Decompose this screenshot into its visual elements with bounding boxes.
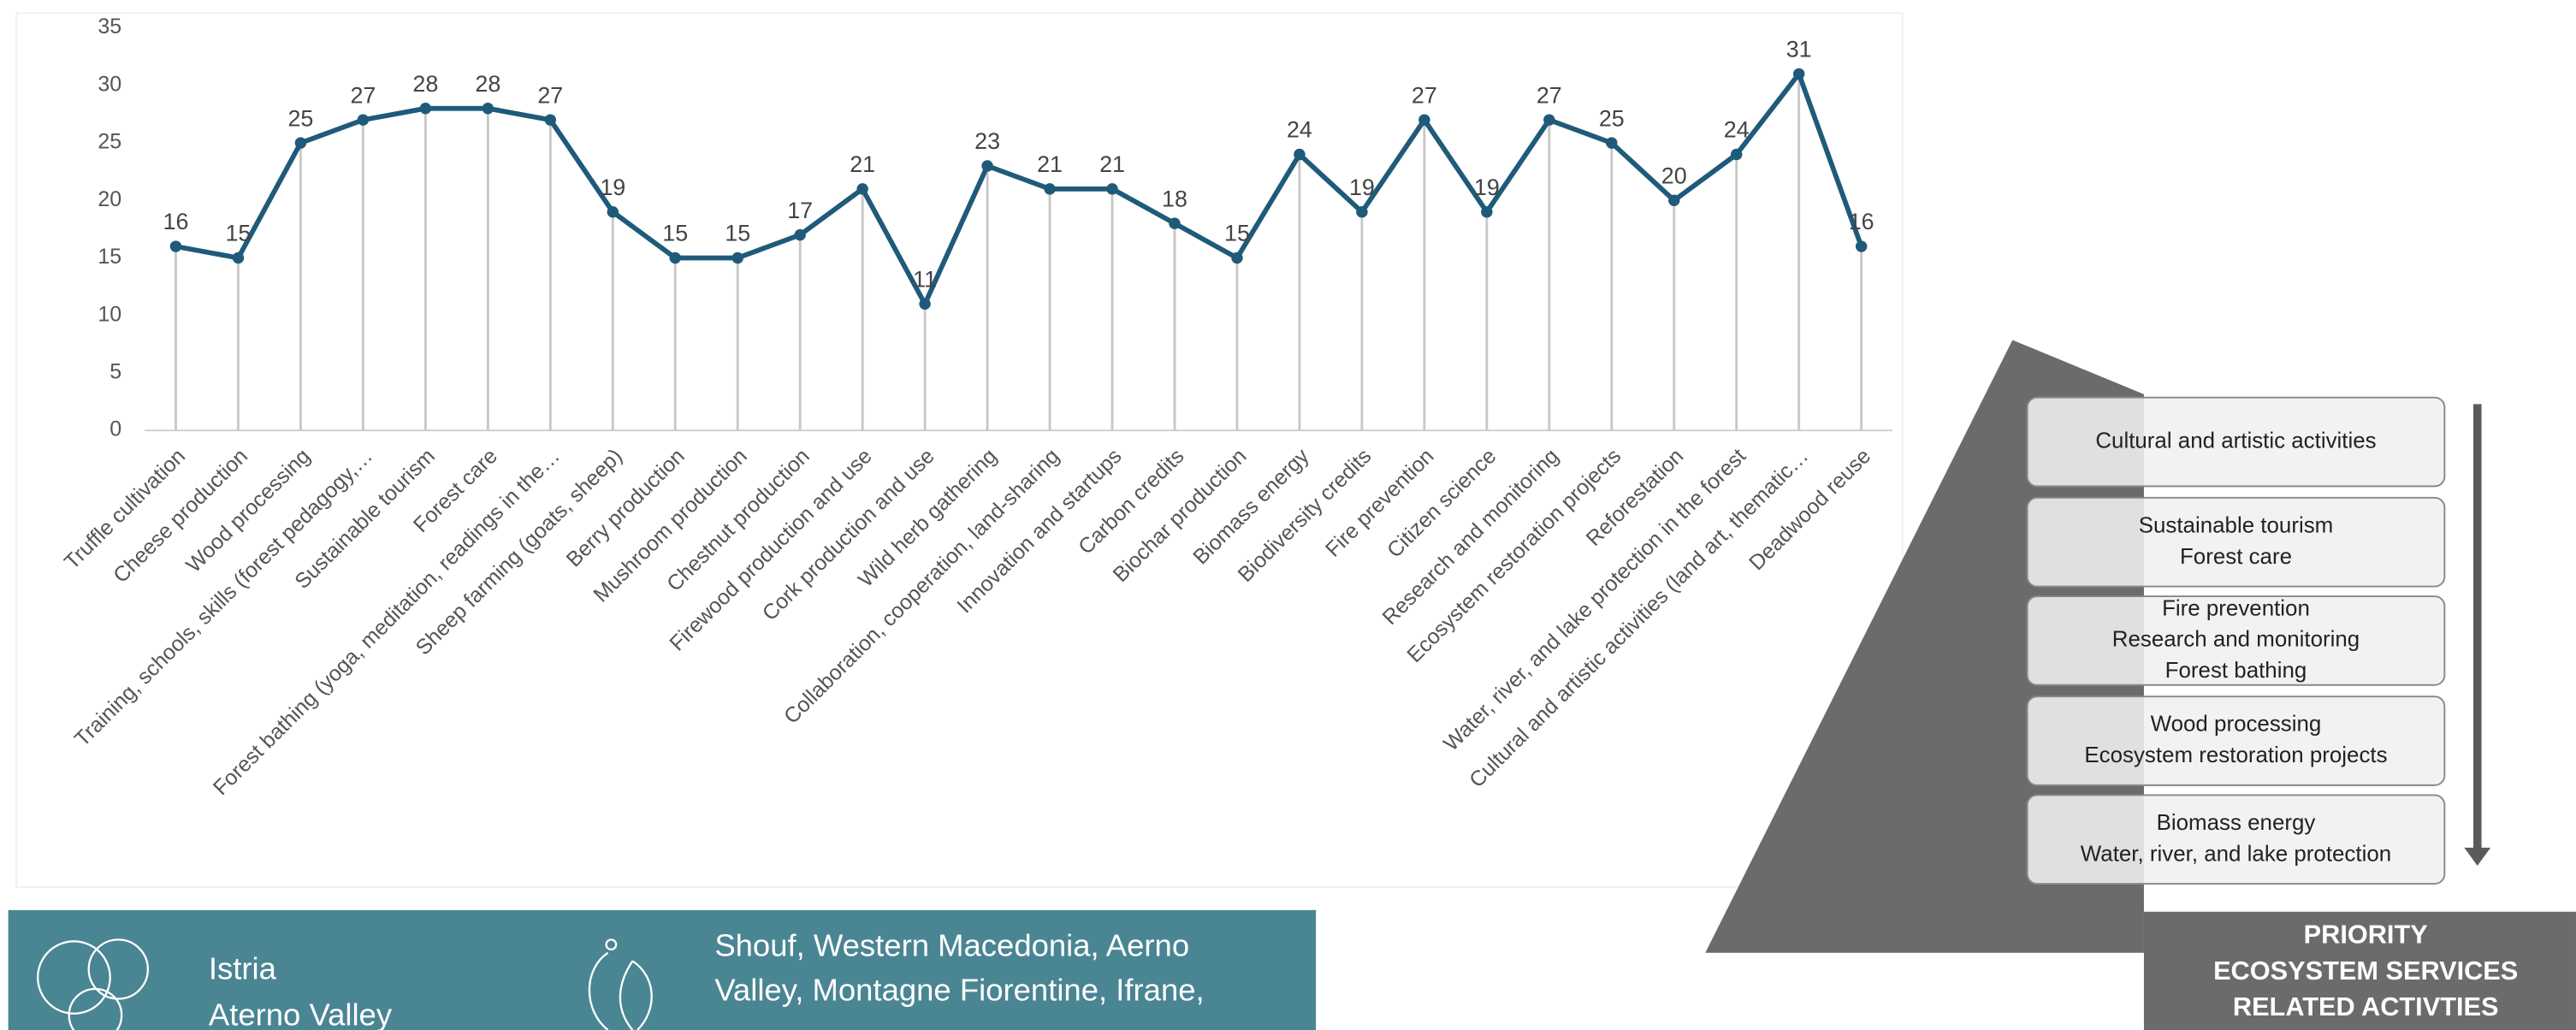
pyramid-label: Forest care <box>2180 545 2292 569</box>
data-point <box>1481 206 1492 217</box>
data-label: 21 <box>1037 151 1063 177</box>
data-label: 19 <box>600 175 625 200</box>
data-label: 18 <box>1162 186 1187 211</box>
y-tick-label: 15 <box>98 245 121 269</box>
data-label: 20 <box>1661 163 1687 188</box>
pyramid-label: Sustainable tourism <box>2139 513 2334 537</box>
data-point <box>1356 206 1367 217</box>
data-point <box>981 160 992 171</box>
data-label: 17 <box>787 198 813 223</box>
pyramid-box <box>2028 696 2445 785</box>
caption-label: ECOSYSTEM SERVICES <box>2213 956 2518 986</box>
data-label: 19 <box>1349 175 1375 200</box>
data-point <box>607 206 619 217</box>
pyramid-label: Fire prevention <box>2162 596 2310 620</box>
data-label: 21 <box>850 151 875 177</box>
data-label: 15 <box>725 221 750 246</box>
data-label: 24 <box>1287 117 1312 143</box>
data-label: 15 <box>662 221 688 246</box>
data-point <box>670 252 681 263</box>
pyramid-label: Forest bathing <box>2165 659 2307 683</box>
data-point <box>1169 217 1180 228</box>
data-point <box>1106 183 1117 194</box>
data-label: 24 <box>1724 117 1750 143</box>
data-label: 25 <box>1599 105 1625 131</box>
pyramid-label: Water, river, and lake protection <box>2081 842 2391 866</box>
data-label: 15 <box>226 221 252 246</box>
data-label: 11 <box>913 266 937 292</box>
data-label: 27 <box>537 82 563 108</box>
data-point <box>545 114 556 125</box>
data-point <box>1731 149 1742 160</box>
y-tick-label: 25 <box>98 130 121 154</box>
data-label: 27 <box>1412 82 1437 108</box>
banner-left-text: Aterno Valley <box>209 997 393 1030</box>
data-label: 25 <box>287 105 313 131</box>
data-point <box>420 103 431 114</box>
data-point <box>170 240 181 252</box>
caption-label: RELATED ACTIVTIES <box>2233 992 2499 1021</box>
data-point <box>233 252 244 263</box>
data-point <box>295 137 306 148</box>
pyramid-label: Ecosystem restoration projects <box>2084 743 2387 767</box>
data-point <box>731 252 743 263</box>
data-point <box>1418 114 1430 125</box>
caption-label: PRIORITY <box>2304 920 2428 950</box>
page: {"chart_data": {"type": "line", "categor… <box>0 0 2576 1030</box>
canvas: 0 5 10 15 20 25 30 35 16 15 25 27 28 28 27 19 15 15 17 21 11… <box>0 0 2576 1030</box>
y-tick-label: 10 <box>98 302 121 326</box>
data-label: 31 <box>1786 37 1812 62</box>
pyramid-label: Biomass energy <box>2157 811 2316 835</box>
priority-arrowhead <box>2464 848 2490 866</box>
data-label: 21 <box>1099 151 1125 177</box>
data-label: 27 <box>350 82 376 108</box>
data-label: 16 <box>163 209 189 234</box>
data-label: 23 <box>974 128 1000 154</box>
data-label: 15 <box>1224 221 1250 246</box>
data-point <box>1294 149 1305 160</box>
y-tick-label: 30 <box>98 72 121 96</box>
data-point <box>1044 183 1055 194</box>
data-label: 28 <box>412 71 438 97</box>
y-tick-label: 20 <box>98 187 121 211</box>
data-point <box>1856 240 1867 252</box>
data-point <box>483 103 494 114</box>
data-point <box>919 299 930 310</box>
data-point <box>794 229 805 240</box>
data-point <box>1543 114 1554 125</box>
y-tick-label: 0 <box>110 417 121 441</box>
data-point <box>1793 68 1804 80</box>
pyramid-label: Wood processing <box>2151 713 2322 737</box>
y-tick-label: 35 <box>98 15 121 38</box>
pyramid-box <box>2028 498 2445 587</box>
y-tick-label: 5 <box>110 359 121 383</box>
pyramid-label: Cultural and artistic activities <box>2095 429 2376 453</box>
pyramid-label: Research and monitoring <box>2112 628 2360 652</box>
data-point <box>1231 252 1242 263</box>
data-label: 16 <box>1849 209 1874 234</box>
data-point <box>1668 195 1679 206</box>
data-point <box>856 183 868 194</box>
pyramid-box <box>2028 795 2445 884</box>
banner-left-text: Istria <box>209 951 277 986</box>
data-label: 27 <box>1537 82 1562 108</box>
data-point <box>1606 137 1617 148</box>
banner-right-text: Valley, Montagne Fiorentine, Ifrane, <box>714 972 1204 1007</box>
data-point <box>358 114 369 125</box>
data-label: 19 <box>1474 175 1500 200</box>
banner-right-text: Shouf, Western Macedonia, Aerno <box>714 928 1189 963</box>
data-label: 28 <box>475 71 500 97</box>
